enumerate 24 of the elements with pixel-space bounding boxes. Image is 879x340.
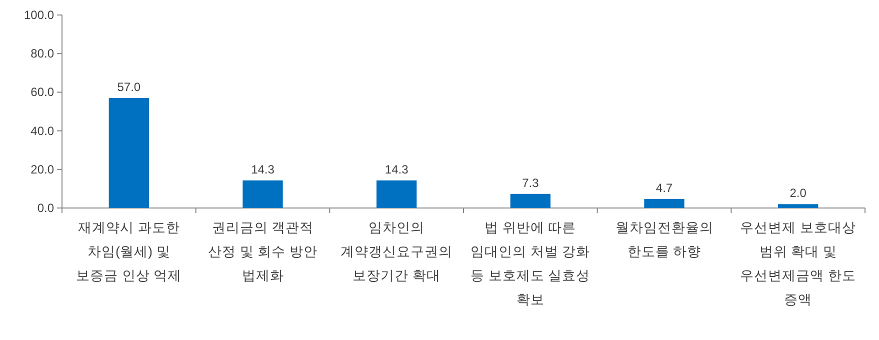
- bar: [644, 198, 684, 208]
- bar: [242, 180, 283, 208]
- bar: [108, 98, 149, 208]
- x-tick-label: 임차인의 계약갱신요구권의 보장기간 확대: [340, 220, 453, 283]
- data-label: 7.3: [522, 176, 540, 190]
- data-label: 14.3: [384, 162, 409, 176]
- y-tick-label: 100.0: [24, 8, 54, 22]
- y-tick-label: 80.0: [30, 46, 54, 61]
- x-tick-label: 재계약시 과도한 차임(월세) 및 보증금 인상 억제: [76, 220, 182, 283]
- y-tick-label: 20.0: [30, 162, 54, 176]
- x-tick-label: 권리금의 객관적 산정 및 회수 방안 법제화: [208, 220, 318, 283]
- data-label: 4.7: [656, 180, 673, 195]
- bar: [376, 180, 417, 208]
- y-tick-label: 0.0: [37, 201, 54, 215]
- x-tick-label: 우선변제 보호대상 범위 확대 및 우선변제금액 한도 증액: [740, 220, 856, 307]
- data-label: 14.3: [251, 162, 275, 176]
- y-tick-label: 60.0: [30, 85, 54, 100]
- data-label: 2.0: [790, 186, 807, 200]
- bar: [510, 194, 550, 208]
- x-tick-label: 월차임전환율의 한도를 하향: [615, 220, 714, 259]
- data-label: 57.0: [117, 80, 141, 94]
- y-tick-label: 40.0: [30, 124, 54, 138]
- x-tick-label: 법 위반에 따른 임대인의 처벌 강화 등 보호제도 실효성 확보: [470, 220, 590, 307]
- bar: [778, 204, 818, 208]
